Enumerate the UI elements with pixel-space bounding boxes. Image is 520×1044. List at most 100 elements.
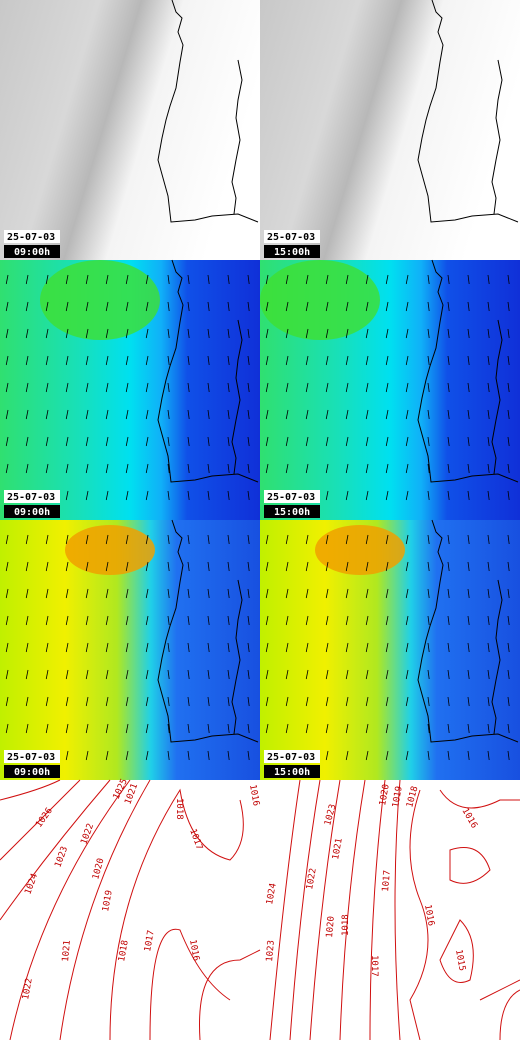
- wind-arrow: [65, 328, 69, 339]
- wind-arrow: [247, 534, 250, 545]
- wind-arrow: [405, 355, 409, 366]
- wind-arrow: [447, 615, 450, 626]
- pressure-map-right: 1023 1022 1021 1020 1019 1018 1017 1016 …: [265, 779, 520, 1041]
- wind-arrow: [25, 696, 29, 707]
- wind-arrow: [265, 696, 269, 707]
- wind-arrow: [105, 534, 109, 545]
- wind-arrow: [227, 436, 230, 447]
- wind-arrow: [167, 301, 170, 312]
- wind-arrow: [345, 615, 349, 626]
- wind-arrow: [405, 436, 409, 447]
- wind-arrow: [167, 750, 170, 761]
- wind-arrow: [187, 588, 190, 599]
- wind-arrow: [305, 301, 309, 312]
- wind-arrow: [405, 328, 409, 339]
- wind-arrow: [187, 463, 190, 474]
- wind-arrow: [325, 355, 329, 366]
- wind-arrow: [265, 301, 269, 312]
- isobar-label: 1016: [459, 807, 479, 831]
- wind-arrow: [207, 615, 210, 626]
- wind-arrow: [167, 696, 170, 707]
- wind-arrow: [145, 301, 149, 312]
- wind-arrow: [247, 615, 250, 626]
- date-box: [4, 490, 60, 503]
- wind-arrow: [247, 409, 250, 420]
- wind-arrow: [507, 642, 510, 653]
- wind-arrow: [325, 490, 329, 501]
- wind-arrow: [227, 463, 230, 474]
- wind-arrow: [145, 274, 149, 285]
- wind-arrow: [207, 328, 210, 339]
- wind-arrow: [305, 436, 309, 447]
- time-label-text: 15:00h: [274, 507, 310, 518]
- wind-arrow: [25, 723, 29, 734]
- wind-arrow: [105, 750, 109, 761]
- wind-arrow: [265, 355, 269, 366]
- wind-arrow: [385, 328, 389, 339]
- wind-arrow: [85, 436, 89, 447]
- wind-arrow: [145, 463, 149, 474]
- wind-arrow: [247, 723, 250, 734]
- wind-arrow: [227, 561, 230, 572]
- wind-arrow: [207, 301, 210, 312]
- wind-arrow: [427, 561, 430, 572]
- date-box: [4, 230, 60, 243]
- wind-arrow: [405, 696, 409, 707]
- wind-arrow: [45, 436, 49, 447]
- wind-arrow: [385, 409, 389, 420]
- wind-arrow: [467, 750, 470, 761]
- wind-arrow: [487, 301, 490, 312]
- wind-arrow: [5, 274, 9, 285]
- isobar-label: 1015: [453, 949, 467, 972]
- wind-arrow: [507, 615, 510, 626]
- isobar-label: 1023: [323, 803, 338, 827]
- wind-arrow: [325, 696, 329, 707]
- wind-arrow: [65, 588, 69, 599]
- wind-arrow: [45, 561, 49, 572]
- wind-arrow: [167, 615, 170, 626]
- wind-arrow: [285, 534, 289, 545]
- wind-arrow: [227, 382, 230, 393]
- date-box: [4, 750, 60, 763]
- wind-arrow: [247, 274, 250, 285]
- date-box: [264, 750, 320, 763]
- wind-arrow: [365, 463, 369, 474]
- wind-arrow: [487, 274, 490, 285]
- date-label: 25-07-03: [267, 752, 315, 763]
- wind-arrow: [487, 723, 490, 734]
- wind-arrow: [145, 534, 149, 545]
- time-box: [4, 505, 60, 518]
- wind-arrow: [125, 436, 129, 447]
- wind-arrow: [447, 490, 450, 501]
- wind-arrow: [427, 696, 430, 707]
- wind-arrow: [285, 669, 289, 680]
- wind-arrow: [45, 534, 49, 545]
- wind-arrow: [285, 355, 289, 366]
- wind-arrow: [65, 463, 69, 474]
- wind-arrow: [247, 490, 250, 501]
- wind-arrow: [305, 696, 309, 707]
- wind-arrow: [305, 534, 309, 545]
- wind-arrow: [447, 588, 450, 599]
- wind-arrow: [105, 463, 109, 474]
- wind-arrow: [447, 723, 450, 734]
- wind-arrow: [385, 561, 389, 572]
- wind-arrow: [125, 463, 129, 474]
- wind-arrow: [65, 669, 69, 680]
- wind-arrow: [265, 642, 269, 653]
- wind-arrow: [25, 274, 29, 285]
- isobar-label: 1016: [247, 784, 261, 807]
- wind-arrow: [405, 669, 409, 680]
- map-panel: 25-07-03 09:00h: [0, 259, 260, 520]
- time-box: [264, 505, 320, 518]
- wind-arrow: [427, 669, 430, 680]
- wind-arrow: [405, 615, 409, 626]
- wind-arrow: [25, 355, 29, 366]
- wind-arrow: [507, 696, 510, 707]
- wind-arrow: [105, 328, 109, 339]
- wind-arrow: [105, 274, 109, 285]
- wind-arrow: [365, 588, 369, 599]
- wind-arrow: [105, 490, 109, 501]
- isobar-label: 1020: [325, 916, 337, 938]
- wind-arrow: [265, 723, 269, 734]
